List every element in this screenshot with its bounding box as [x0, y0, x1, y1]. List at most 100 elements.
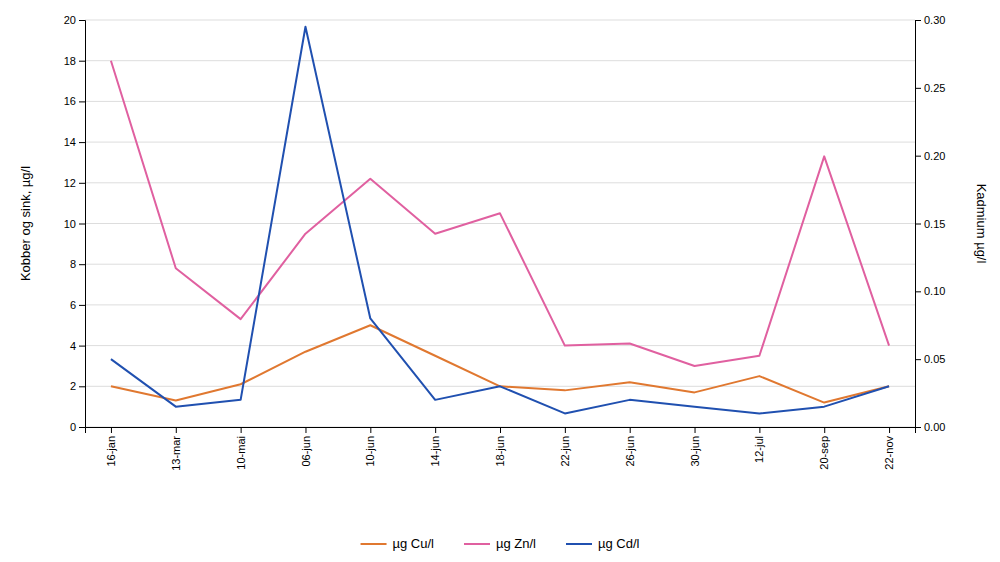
tick-label: 0.15: [924, 218, 945, 230]
tick-mark: [79, 183, 85, 184]
tick: 22-nov: [883, 427, 895, 470]
tick-mark: [915, 88, 921, 89]
y2-axis-title: Kadmium µg/l: [974, 184, 989, 264]
tick-mark: [824, 427, 825, 433]
axis-line: [79, 21, 86, 428]
tick: 4: [70, 340, 85, 352]
tick-mark: [79, 142, 85, 143]
tick: 13-mar: [170, 427, 182, 471]
tick-label: 0: [70, 421, 76, 433]
tick: 0.05: [915, 353, 945, 365]
tick-mark: [500, 427, 501, 433]
tick: 20-sep: [818, 427, 830, 470]
tick-label: 20: [64, 14, 76, 26]
legend: µg Cu/l µg Zn/l µg Cd/l: [361, 536, 640, 551]
axis-line: [86, 428, 916, 434]
tick: 0.10: [915, 285, 945, 297]
tick-mark: [915, 156, 921, 157]
tick-mark: [695, 427, 696, 433]
legend-label: µg Cu/l: [393, 536, 435, 551]
tick-label: 18: [64, 55, 76, 67]
axis-line: [916, 21, 922, 428]
tick-mark: [305, 427, 306, 433]
tick: 18-jun: [494, 427, 506, 467]
tick: 20: [64, 14, 85, 26]
tick-label: 0.00: [924, 421, 945, 433]
tick-label: 0.30: [924, 14, 945, 26]
tick-mark: [889, 427, 890, 433]
tick-label: 30-jun: [689, 436, 701, 467]
series-group: [111, 27, 889, 414]
tick: 10-mai: [235, 427, 247, 470]
tick-mark: [565, 427, 566, 433]
tick: 10-jun: [364, 427, 376, 467]
tick-label: 0.25: [924, 82, 945, 94]
tick-label: 20-sep: [818, 436, 830, 470]
grid-line: [85, 264, 915, 265]
legend-swatch: [464, 543, 490, 545]
tick-label: 26-jun: [624, 436, 636, 467]
tick-mark: [915, 224, 921, 225]
chart: 16-jan 13-mar 10-mai 06-jun 10-jun 14-jun 18-j…: [0, 0, 1000, 562]
tick-mark: [79, 264, 85, 265]
tick-label: 22-nov: [883, 436, 895, 470]
plot-area: 16-jan 13-mar 10-mai 06-jun 10-jun 14-jun 18-j…: [18, 14, 989, 471]
tick-label: 0.10: [924, 285, 945, 297]
tick-label: 22-jun: [559, 436, 571, 467]
tick: 16-jan: [105, 427, 117, 467]
tick-mark: [435, 427, 436, 433]
tick-label: 06-jun: [299, 436, 311, 467]
tick: 10: [64, 218, 85, 230]
tick: 12: [64, 177, 85, 189]
tick-label: 0.05: [924, 353, 945, 365]
tick-label: 10-mai: [235, 436, 247, 470]
tick: 14: [64, 136, 85, 148]
tick-mark: [79, 346, 85, 347]
series-line: [111, 61, 889, 366]
tick: 0.15: [915, 218, 945, 230]
y-axis-title: Kobber og sink, µg/l: [18, 166, 33, 281]
tick-mark: [111, 427, 112, 433]
tick-label: 4: [70, 340, 76, 352]
tick-mark: [79, 101, 85, 102]
tick-mark: [915, 427, 921, 428]
tick-mark: [759, 427, 760, 433]
tick: 0.20: [915, 150, 945, 162]
tick: 0: [70, 421, 85, 433]
series-line: [111, 325, 889, 402]
tick: 16: [64, 95, 85, 107]
tick-label: 12: [64, 177, 76, 189]
tick: 14-jun: [429, 427, 441, 467]
tick-mark: [79, 61, 85, 62]
tick-mark: [370, 427, 371, 433]
legend-swatch: [566, 543, 592, 545]
tick-label: 10: [64, 218, 76, 230]
grid-line: [85, 101, 915, 102]
tick: 2: [70, 380, 85, 392]
tick-label: 16-jan: [105, 436, 117, 467]
tick-label: 6: [70, 299, 76, 311]
legend-swatch: [361, 543, 387, 545]
grid-line: [85, 182, 915, 183]
tick-mark: [915, 359, 921, 360]
tick-mark: [630, 427, 631, 433]
tick-label: 18-jun: [494, 436, 506, 467]
tick: 30-jun: [689, 427, 701, 467]
legend-label: µg Cd/l: [598, 536, 640, 551]
tick-label: 16: [64, 95, 76, 107]
tick-label: 0.20: [924, 150, 945, 162]
grid: [85, 20, 915, 427]
tick-mark: [915, 20, 921, 21]
legend-item: µg Zn/l: [464, 536, 536, 551]
tick-mark: [79, 427, 85, 428]
y-axis: 0 2 4 6 8 10 12 14 16 18 20: [64, 14, 86, 433]
tick-label: 8: [70, 258, 76, 270]
tick: 26-jun: [624, 427, 636, 467]
tick-label: 14-jun: [429, 436, 441, 467]
tick-label: 2: [70, 380, 76, 392]
tick-mark: [79, 20, 85, 21]
tick-mark: [79, 305, 85, 306]
tick: 8: [70, 258, 85, 270]
tick: 06-jun: [299, 427, 311, 467]
tick-mark: [79, 386, 85, 387]
